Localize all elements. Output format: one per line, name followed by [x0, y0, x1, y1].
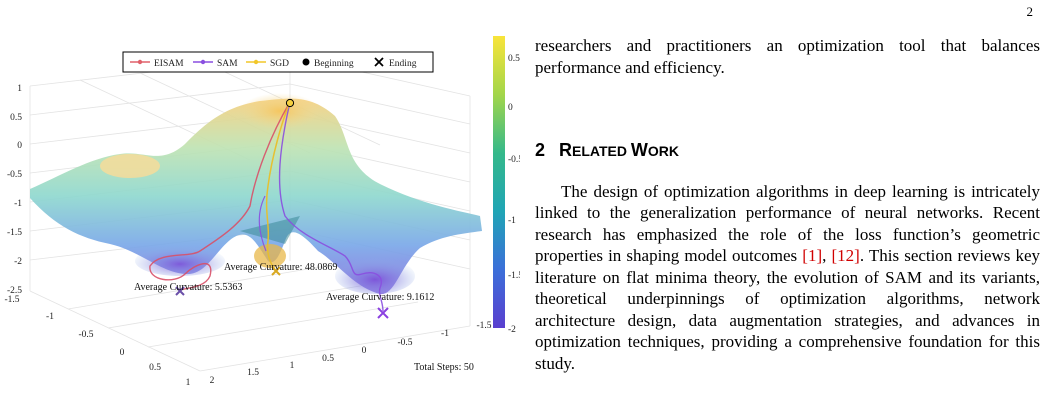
- svg-text:-2: -2: [14, 257, 22, 267]
- page-number: 2: [1026, 4, 1034, 19]
- annotation-total-steps: Total Steps: 50: [414, 362, 474, 373]
- svg-text:-1: -1: [508, 216, 516, 226]
- svg-text:0: 0: [120, 348, 125, 358]
- svg-text:0.5: 0.5: [149, 363, 161, 373]
- svg-text:0: 0: [17, 141, 22, 151]
- svg-text:1.5: 1.5: [247, 368, 259, 378]
- annotation-eisam-curvature: Average Curvature: 5.5363: [134, 282, 242, 293]
- legend-item-sgd: SGD: [246, 59, 289, 69]
- trajectory-sam: [258, 101, 384, 312]
- svg-text:-0.5: -0.5: [78, 330, 93, 340]
- svg-text:-0.5: -0.5: [397, 338, 412, 348]
- svg-text:SGD: SGD: [270, 59, 289, 69]
- ending-marker-eisam: [175, 286, 185, 296]
- svg-text:-2.5: -2.5: [7, 286, 22, 296]
- loss-landscape-figure: EISAM SAM SGD Beginning Ending 1 0.5 0 -…: [0, 26, 520, 401]
- svg-text:-1.5: -1.5: [7, 228, 22, 238]
- svg-text:EISAM: EISAM: [154, 59, 184, 69]
- x-axis-ticks: -1.5 -1 -0.5 0 0.5 1: [4, 295, 190, 388]
- annotation-sgd-curvature: Average Curvature: 48.0869: [224, 262, 337, 273]
- y-axis-ticks: 2 1.5 1 0.5 0 -0.5 -1 -1.5: [210, 321, 492, 386]
- citation-1[interactable]: [1]: [802, 246, 823, 265]
- svg-text:1: 1: [290, 361, 295, 371]
- svg-text:-1: -1: [441, 329, 449, 339]
- svg-text:Ending: Ending: [389, 59, 417, 69]
- paragraph-related-work: The design of optimization algorithms in…: [535, 181, 1041, 373]
- svg-text:-1: -1: [46, 312, 54, 322]
- colorbar: 0.5 0 -0.5 -1 -1.5 -2: [493, 36, 520, 335]
- trajectory-sgd: [265, 101, 291, 272]
- section-number: 2: [535, 140, 546, 160]
- beginning-marker: [285, 98, 295, 108]
- legend: EISAM SAM SGD Beginning Ending: [122, 51, 434, 73]
- svg-text:1: 1: [186, 378, 191, 388]
- svg-text:-1.5: -1.5: [476, 321, 491, 331]
- legend-item-ending: Ending: [374, 57, 417, 69]
- paragraph-intro-tail: researchers and practitioners an optimiz…: [535, 36, 1040, 77]
- citation-12[interactable]: [12]: [831, 246, 860, 265]
- ending-marker-sgd: [271, 266, 281, 276]
- svg-text:-2: -2: [508, 325, 516, 335]
- svg-text:SAM: SAM: [217, 59, 238, 69]
- annotation-sam-curvature: Average Curvature: 9.1612: [326, 292, 434, 303]
- svg-text:0: 0: [508, 103, 513, 113]
- svg-text:0: 0: [362, 346, 367, 356]
- svg-text:0.5: 0.5: [10, 113, 22, 123]
- section-heading: 2 RELATED WORK: [535, 140, 679, 160]
- svg-text:-0.5: -0.5: [7, 170, 22, 180]
- ending-marker-sam: [377, 307, 389, 319]
- svg-text:-1.5: -1.5: [4, 295, 19, 305]
- svg-text:-1.5: -1.5: [508, 271, 520, 281]
- loss-surface: [30, 93, 482, 295]
- svg-text:1: 1: [17, 84, 22, 94]
- svg-text:0.5: 0.5: [322, 354, 334, 364]
- svg-text:-1: -1: [14, 199, 22, 209]
- svg-text:Beginning: Beginning: [314, 59, 354, 69]
- colorbar-ticks: 0.5 0 -0.5 -1 -1.5 -2: [508, 54, 520, 335]
- legend-item-eisam: EISAM: [130, 59, 184, 69]
- svg-text:2: 2: [210, 376, 215, 386]
- svg-text:0.5: 0.5: [508, 54, 520, 64]
- legend-item-sam: SAM: [193, 59, 238, 69]
- z-axis-ticks: 1 0.5 0 -0.5 -1 -1.5 -2 -2.5: [7, 84, 22, 296]
- svg-text:-0.5: -0.5: [508, 155, 520, 165]
- loss-landscape-plot: EISAM SAM SGD Beginning Ending 1 0.5 0 -…: [4, 36, 520, 388]
- legend-item-beginning: Beginning: [302, 58, 354, 69]
- text-column: researchers and practitioners an optimiz…: [535, 35, 1040, 374]
- trajectory-eisam: [149, 101, 291, 291]
